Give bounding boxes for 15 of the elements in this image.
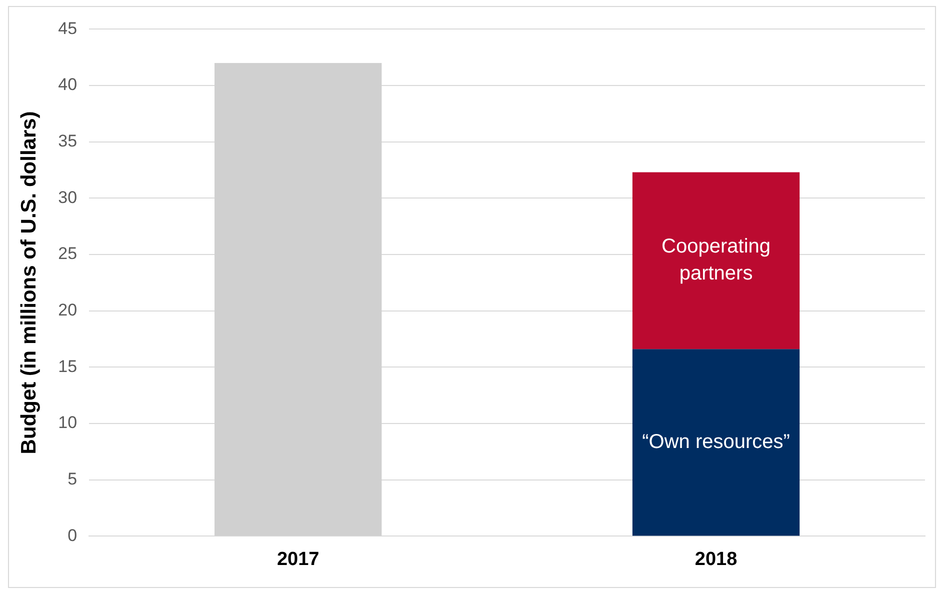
y-tick-label: 35 bbox=[58, 132, 78, 151]
y-tick-label: 0 bbox=[68, 526, 78, 545]
x-tick-label: 2017 bbox=[276, 548, 320, 570]
y-tick-label: 30 bbox=[58, 188, 78, 207]
y-tick-label: 40 bbox=[58, 75, 78, 94]
series-label: “Own resources” bbox=[642, 430, 790, 453]
y-tick-label: 25 bbox=[58, 244, 78, 264]
y-tick-label: 20 bbox=[58, 300, 78, 320]
y-tick-label: 10 bbox=[58, 413, 78, 432]
y-axis-title: Budget (in millions of U.S. dollars) bbox=[17, 111, 40, 454]
x-tick-label: 2018 bbox=[694, 548, 738, 570]
y-tick-label: 45 bbox=[58, 18, 78, 38]
y-tick-label: 15 bbox=[58, 356, 78, 376]
y-tick-label: 5 bbox=[68, 470, 78, 489]
series-label: Cooperating partners bbox=[662, 236, 771, 285]
